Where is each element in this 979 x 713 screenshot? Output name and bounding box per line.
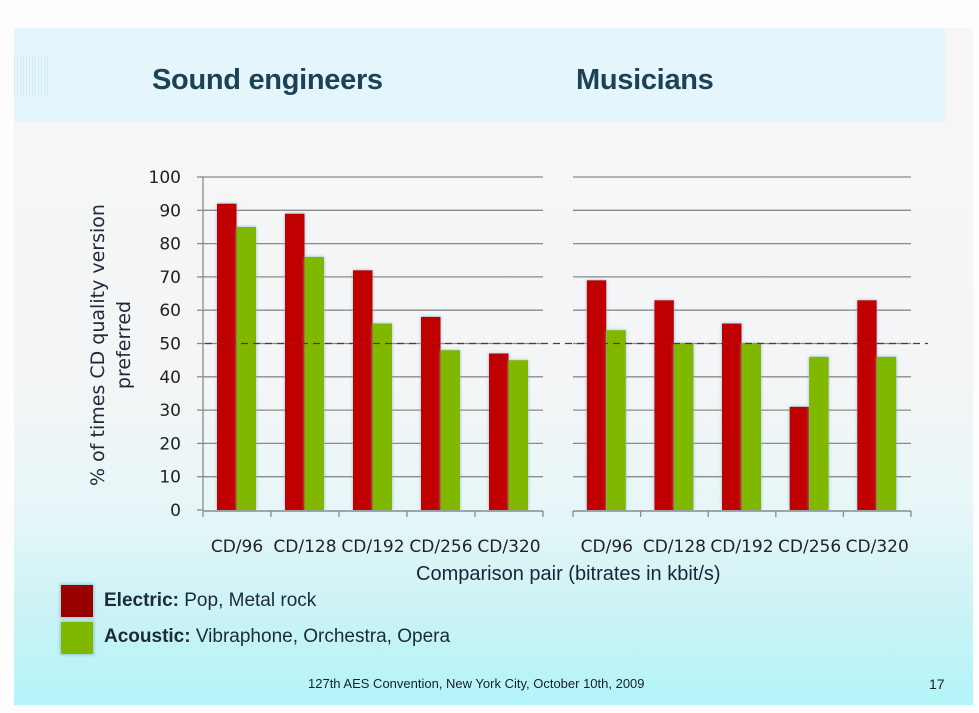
bar-sound-engineers-acoustic-cd-96: [236, 226, 256, 510]
x-tick-label-musicians-4: CD/320: [846, 537, 909, 557]
y-tick-label-0: 0: [170, 501, 181, 521]
footer-text: 127th AES Convention, New York City, Oct…: [308, 676, 645, 691]
y-tick-label-70: 70: [159, 268, 181, 288]
legend-label-electric-bold: Electric:: [104, 590, 179, 611]
bar-musicians-electric-cd-256: [789, 406, 810, 510]
y-tick-label-100: 100: [149, 168, 181, 188]
legend-swatch-acoustic: [61, 622, 93, 654]
bar-sound-engineers-acoustic-cd-128: [304, 256, 324, 510]
x-tick-label-musicians-1: CD/128: [643, 537, 706, 557]
bar-musicians-acoustic-cd-256: [809, 356, 829, 510]
bar-musicians-acoustic-cd-128: [673, 343, 694, 510]
y-tick-label-90: 90: [159, 201, 181, 221]
chart-title-musicians: Musicians: [576, 64, 714, 96]
legend-swatch-electric: [61, 585, 93, 617]
x-tick-label-musicians-3: CD/256: [778, 537, 841, 557]
x-tick-label-sound-engineers-1: CD/128: [273, 537, 336, 557]
y-tick-label-20: 20: [159, 434, 181, 454]
bar-musicians-acoustic-cd-320: [876, 356, 897, 510]
bar-sound-engineers-electric-cd-256: [421, 316, 441, 510]
page-number: 17: [929, 676, 945, 692]
bar-musicians-acoustic-cd-96: [606, 330, 626, 510]
x-tick-label-sound-engineers-4: CD/320: [477, 537, 540, 557]
y-tick-label-10: 10: [159, 468, 181, 488]
bar-sound-engineers-electric-cd-96: [217, 203, 237, 510]
bar-sound-engineers-electric-cd-128: [285, 213, 305, 510]
y-tick-label-40: 40: [159, 368, 181, 388]
x-tick-label-sound-engineers-3: CD/256: [409, 537, 472, 557]
y-tick-label-30: 30: [159, 401, 181, 421]
chart-title-sound-engineers: Sound engineers: [152, 64, 383, 96]
bar-musicians-electric-cd-192: [722, 323, 742, 510]
x-tick-label-sound-engineers-2: CD/192: [341, 537, 404, 557]
legend-label-acoustic-bold: Acoustic:: [104, 626, 191, 647]
y-tick-label-50: 50: [159, 335, 181, 355]
y-axis-label-line-1: preferred: [113, 301, 135, 389]
header-band: [14, 28, 945, 122]
x-tick-label-sound-engineers-0: CD/96: [211, 537, 263, 557]
bar-sound-engineers-acoustic-cd-320: [508, 360, 528, 510]
bar-musicians-electric-cd-320: [857, 300, 877, 510]
header-decoration: [14, 56, 48, 96]
bar-musicians-electric-cd-128: [654, 300, 674, 510]
y-axis-label-line-0: % of times CD quality version: [87, 204, 109, 486]
y-tick-label-60: 60: [159, 301, 181, 321]
x-axis-label: Comparison pair (bitrates in kbit/s): [416, 563, 721, 585]
bar-sound-engineers-electric-cd-192: [353, 270, 373, 510]
legend-label-electric: Pop, Metal rock: [178, 590, 317, 611]
x-tick-label-musicians-0: CD/96: [581, 537, 633, 557]
y-axis-label: % of times CD quality version preferred: [87, 204, 135, 486]
bar-musicians-electric-cd-96: [586, 280, 607, 510]
bar-sound-engineers-acoustic-cd-256: [440, 350, 460, 510]
bar-sound-engineers-electric-cd-320: [489, 353, 509, 510]
legend-label-acoustic: Vibraphone, Orchestra, Opera: [190, 626, 451, 647]
y-tick-label-80: 80: [159, 235, 181, 255]
x-tick-label-musicians-2: CD/192: [710, 537, 773, 557]
bar-musicians-acoustic-cd-192: [741, 343, 761, 510]
bar-sound-engineers-acoustic-cd-192: [372, 323, 392, 510]
